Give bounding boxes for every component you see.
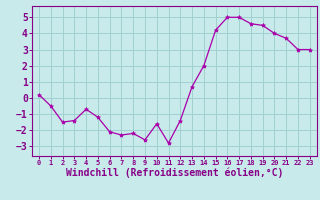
X-axis label: Windchill (Refroidissement éolien,°C): Windchill (Refroidissement éolien,°C) [66,168,283,178]
